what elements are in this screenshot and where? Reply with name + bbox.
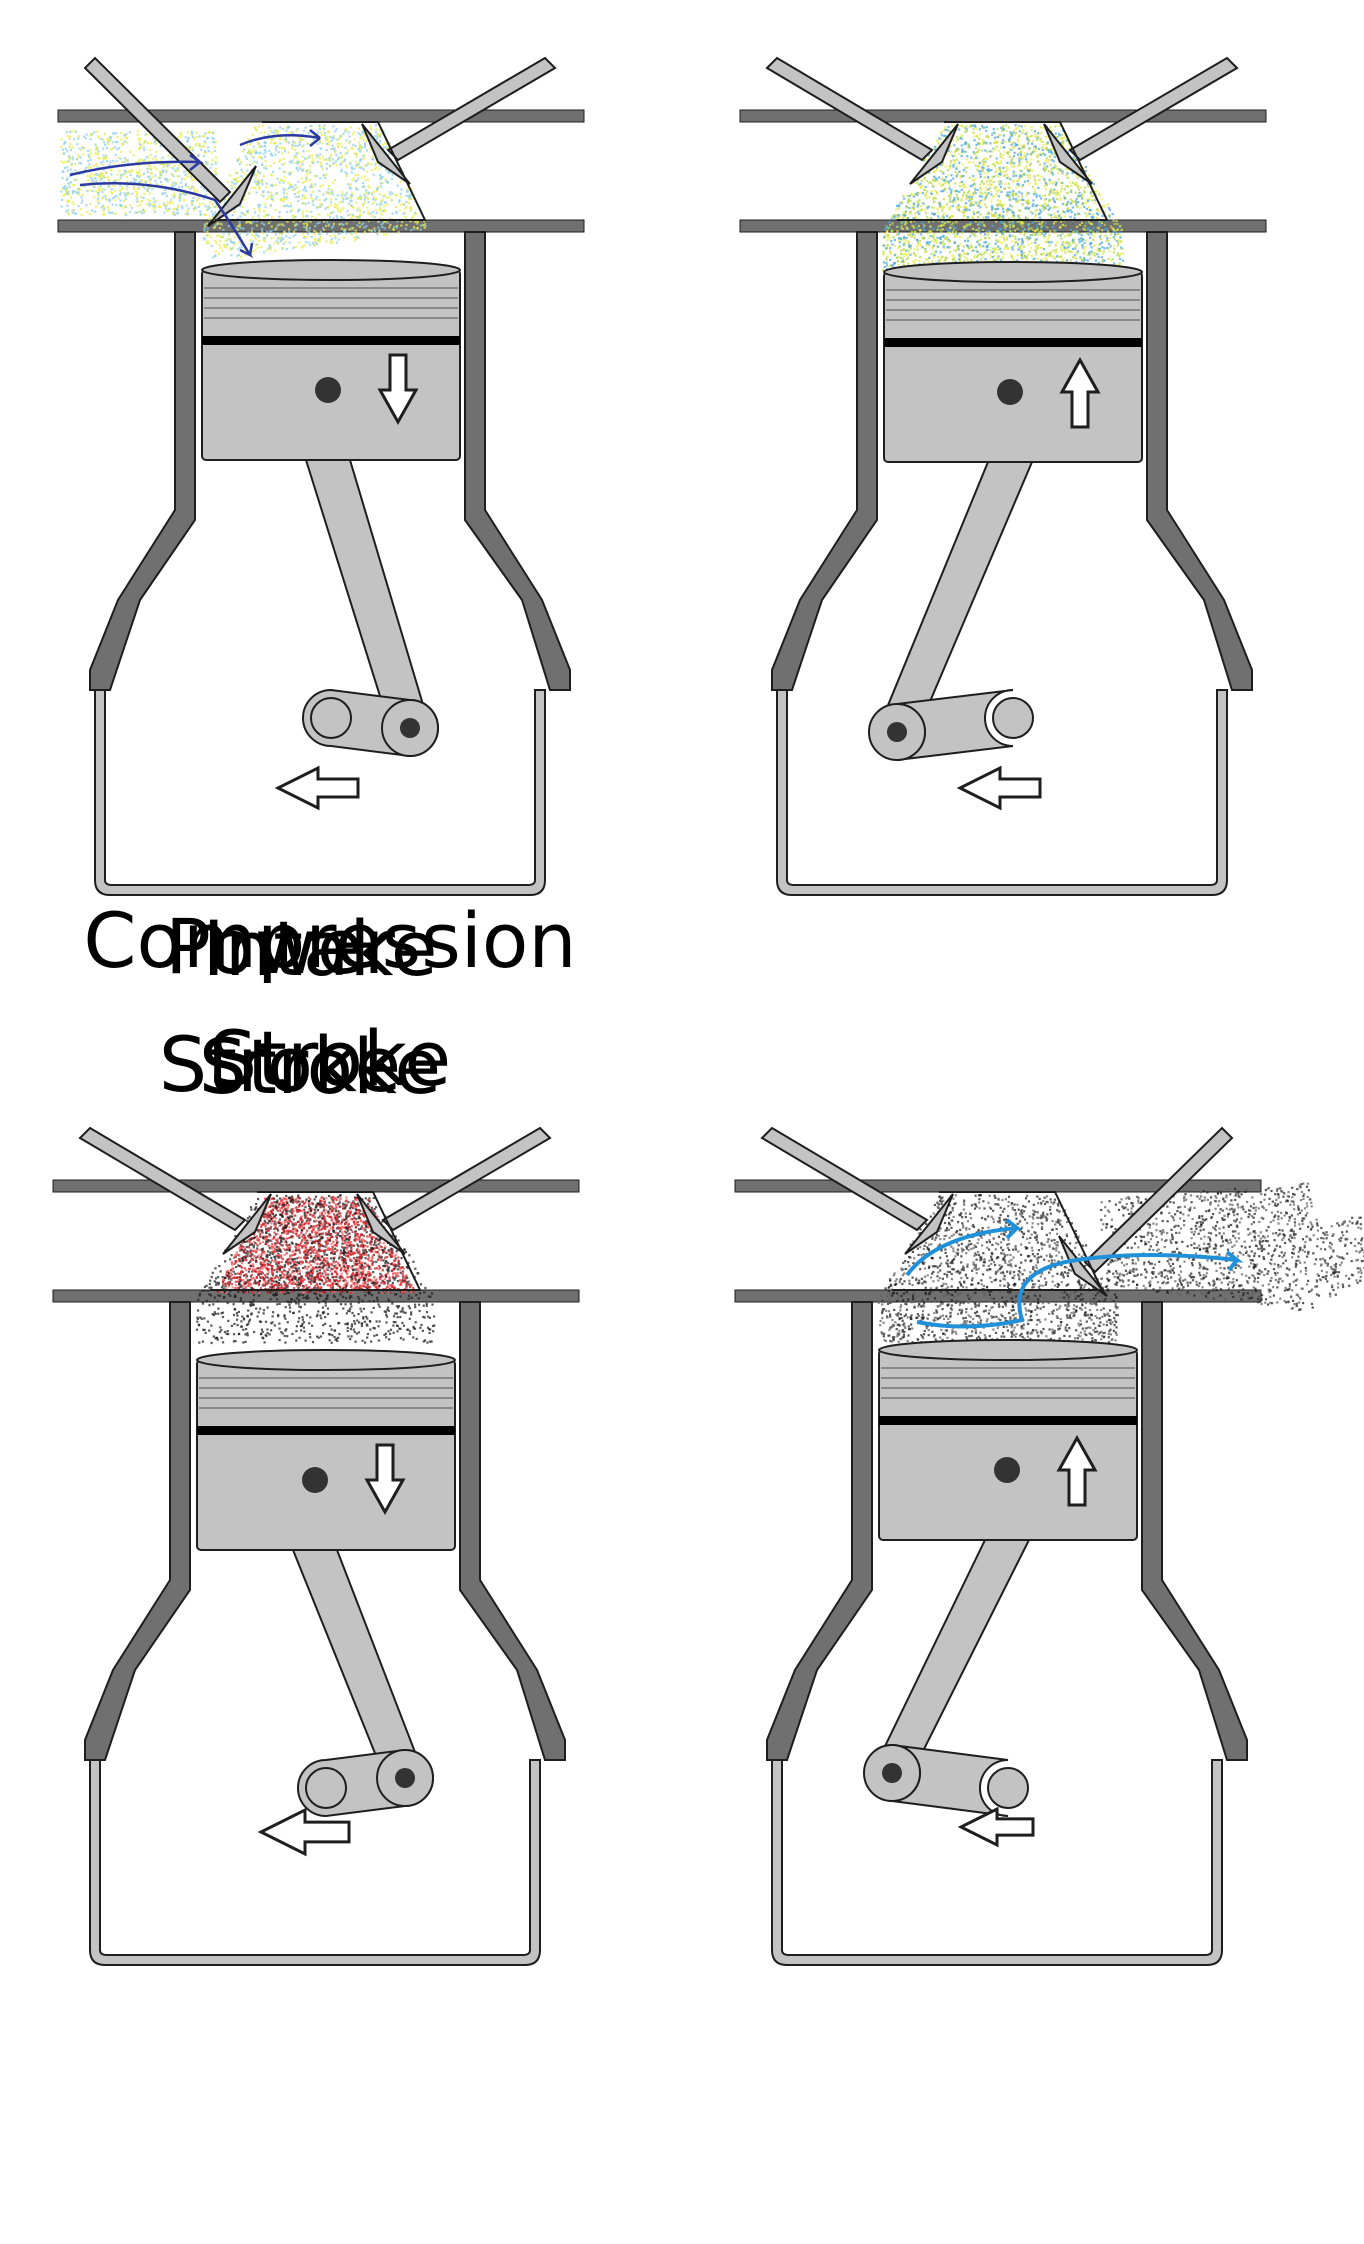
wrist-pin bbox=[997, 379, 1023, 405]
intake-caption-line2: Stroke bbox=[198, 1022, 442, 1111]
flow-arrow bbox=[79, 182, 254, 259]
piston-direction-arrow bbox=[1059, 356, 1101, 429]
crankshaft-main-journal bbox=[305, 1767, 347, 1809]
cylinder-wall-left bbox=[771, 231, 878, 691]
compression-caption-line1: Compression bbox=[83, 896, 577, 985]
cylinder-wall-right bbox=[1141, 1301, 1248, 1761]
cylinder-wall-right bbox=[459, 1301, 566, 1761]
piston-ring bbox=[197, 1426, 455, 1435]
wrist-pin bbox=[315, 377, 341, 403]
crank-rotation-arrow bbox=[956, 765, 1042, 811]
combustion-flame bbox=[216, 1196, 415, 1295]
engine-exhaust bbox=[734, 1126, 1364, 1966]
exhaust-valve-stem bbox=[381, 1126, 552, 1232]
wrist-pin bbox=[302, 1467, 328, 1493]
piston-direction-arrow bbox=[377, 353, 419, 426]
exhaust-valve-head bbox=[1058, 1235, 1108, 1297]
piston-crown bbox=[201, 259, 461, 281]
combustion-chamber-outline bbox=[210, 1191, 422, 1291]
flow-arrow bbox=[69, 153, 205, 177]
intake-stroke-caption: Intake Stroke bbox=[100, 890, 540, 1126]
exhaust-valve-stem bbox=[1068, 56, 1239, 162]
intake-valve-stem bbox=[760, 1126, 929, 1232]
engine-power-svg bbox=[52, 1126, 580, 1966]
piston-ring bbox=[879, 1416, 1137, 1425]
intake-valve-stem bbox=[83, 56, 232, 204]
crankcase bbox=[771, 1759, 1223, 1966]
combustion-chamber-outline bbox=[215, 121, 427, 221]
cylinder-head-top-plate bbox=[52, 1179, 580, 1193]
cylinder-wall-right bbox=[464, 231, 571, 691]
engine-intake-svg bbox=[57, 56, 585, 896]
connecting-rod bbox=[304, 459, 432, 729]
crank-rotation-arrow bbox=[257, 1807, 351, 1857]
power-caption-line1: Power bbox=[165, 902, 395, 991]
piston-crown bbox=[883, 261, 1143, 283]
crankcase bbox=[94, 689, 546, 896]
crank-pin bbox=[395, 1768, 415, 1788]
crankcase bbox=[89, 1759, 541, 1966]
intake-valve-head bbox=[904, 1193, 954, 1255]
piston-ring bbox=[884, 338, 1142, 347]
cylinder-head-bottom-plate bbox=[57, 219, 585, 233]
intake-valve-head bbox=[222, 1193, 272, 1255]
flow-arrow bbox=[905, 1218, 1023, 1277]
crank-rotation-arrow bbox=[957, 1806, 1035, 1848]
crankshaft-main-journal bbox=[992, 697, 1034, 739]
engine-power bbox=[52, 1126, 580, 1966]
crank-rotation-arrow bbox=[274, 765, 360, 811]
exhaust-valve-head bbox=[1043, 123, 1093, 185]
cylinder-wall-left bbox=[89, 231, 196, 691]
compression-caption-line2: Stroke bbox=[208, 1014, 452, 1103]
intake-mixture-stream bbox=[60, 130, 218, 217]
engine-intake bbox=[57, 56, 585, 896]
intake-valve-head bbox=[909, 123, 959, 185]
crankshaft-main-journal bbox=[987, 1767, 1029, 1809]
compression-stroke-caption: Compression Stroke bbox=[20, 882, 640, 1118]
cylinder-wall-right bbox=[1146, 231, 1253, 691]
piston-ring bbox=[202, 336, 460, 345]
flow-arrow bbox=[916, 1250, 1244, 1329]
exhaust-valve-head bbox=[361, 123, 411, 185]
cylinder-head-top-plate bbox=[739, 109, 1267, 123]
connecting-rod bbox=[291, 1549, 427, 1779]
intake-valve-stem bbox=[78, 1126, 247, 1232]
compressed-mixture bbox=[882, 124, 1125, 275]
connecting-rod bbox=[870, 1539, 1031, 1774]
crankcase bbox=[776, 689, 1228, 896]
compression-stroke-panel bbox=[682, 0, 1364, 1090]
combustion-chamber-outline bbox=[897, 121, 1109, 221]
cylinder-wall-left bbox=[766, 1301, 873, 1761]
power-stroke-caption: Power Stroke bbox=[60, 888, 500, 1124]
engine-compression-svg bbox=[739, 56, 1267, 896]
intake-valve-stem bbox=[765, 56, 934, 162]
piston-crown bbox=[196, 1349, 456, 1371]
wrist-pin bbox=[994, 1457, 1020, 1483]
power-caption-line2: Stroke bbox=[158, 1020, 402, 1109]
flow-arrow bbox=[239, 129, 321, 147]
exhaust-valve-stem bbox=[1083, 1126, 1234, 1274]
piston-direction-arrow bbox=[364, 1443, 406, 1516]
crank-pin bbox=[887, 722, 907, 742]
intake-stroke-panel bbox=[0, 0, 682, 1090]
engine-compression bbox=[739, 56, 1267, 896]
crankshaft-main-journal bbox=[310, 697, 352, 739]
crank-pin bbox=[400, 718, 420, 738]
intake-caption-line1: Intake bbox=[202, 904, 438, 993]
cylinder-wall-left bbox=[84, 1301, 191, 1761]
exhaust-valve-stem bbox=[386, 56, 557, 162]
exhaust-flow-arrows bbox=[905, 1218, 1244, 1329]
crank-pin bbox=[882, 1763, 902, 1783]
exhaust-stroke-panel bbox=[682, 1070, 1364, 2160]
intake-mixture-chamber bbox=[202, 124, 427, 259]
piston-direction-arrow bbox=[1056, 1434, 1098, 1507]
exhaust-valve-head bbox=[356, 1193, 406, 1255]
power-stroke-panel bbox=[0, 1070, 682, 2160]
cylinder-head-bottom-plate bbox=[734, 1289, 1262, 1303]
intake-flow-arrows bbox=[69, 129, 321, 259]
piston-crown bbox=[878, 1339, 1138, 1361]
engine-exhaust-svg bbox=[734, 1126, 1364, 1966]
combustion-chamber-outline bbox=[892, 1191, 1104, 1291]
